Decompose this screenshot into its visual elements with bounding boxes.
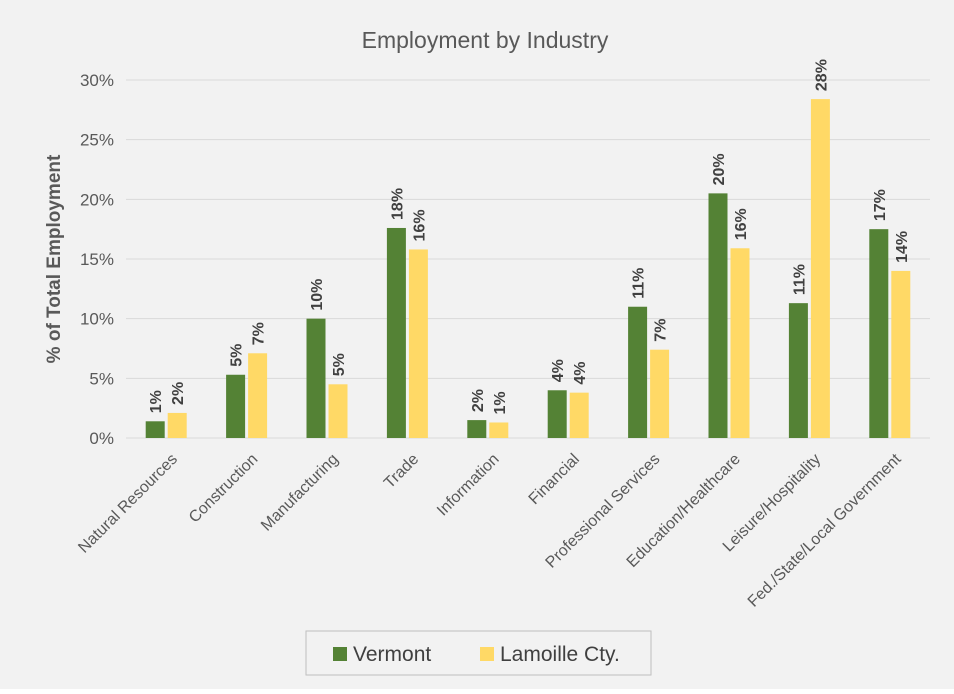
legend-label-lamoille: Lamoille Cty.	[500, 643, 620, 666]
bar	[408, 249, 428, 438]
y-tick-label: 25%	[80, 131, 114, 150]
bar	[730, 248, 750, 438]
legend: Vermont Lamoille Cty.	[305, 630, 652, 676]
bar	[306, 318, 326, 438]
y-tick-label: 0%	[89, 429, 114, 448]
y-tick-label: 15%	[80, 250, 114, 269]
data-label: 4%	[572, 362, 589, 385]
data-label: 7%	[653, 319, 670, 342]
legend-swatch-lamoille	[480, 647, 494, 661]
data-label: 16%	[411, 209, 428, 241]
y-tick-label: 20%	[80, 190, 114, 209]
data-label: 16%	[733, 208, 750, 240]
chart-title: Employment by Industry	[362, 27, 609, 53]
bars	[145, 99, 911, 439]
legend-box	[305, 630, 652, 676]
bar	[810, 99, 830, 439]
y-tick-label: 30%	[80, 71, 114, 90]
data-labels: 1% 2%5%7%10%5%18%16%2% 1%4% 4%11%7%20%16%11…	[148, 59, 911, 414]
data-label: 11%	[631, 268, 648, 299]
bar	[145, 421, 165, 438]
bar	[328, 384, 348, 438]
bar	[467, 420, 487, 438]
bar	[226, 374, 246, 438]
data-label: 20%	[711, 153, 728, 185]
y-axis-title: % of Total Employment	[44, 154, 65, 363]
data-label: 1%	[148, 390, 165, 413]
bar	[569, 392, 589, 438]
y-tick-label: 10%	[80, 310, 114, 329]
data-label: 4%	[550, 359, 567, 382]
bar	[708, 193, 728, 438]
data-label: 2%	[470, 389, 487, 412]
legend-swatch-vermont	[333, 647, 347, 661]
data-label: 2%	[170, 382, 187, 405]
bar	[386, 227, 406, 438]
data-label: 28%	[813, 59, 830, 91]
bar	[547, 390, 567, 438]
bar	[869, 229, 889, 438]
y-axis-ticks: 0% 5% 10% 15% 20% 25% 30%	[80, 71, 114, 448]
bar	[248, 353, 268, 438]
data-label: 17%	[872, 189, 889, 221]
data-label: 1%	[492, 391, 509, 414]
bar	[489, 422, 509, 438]
data-label: 5%	[331, 353, 348, 376]
bar	[628, 306, 648, 438]
data-label: 11%	[791, 264, 808, 295]
legend-label-vermont: Vermont	[353, 643, 431, 666]
bar	[788, 303, 808, 438]
data-label: 10%	[309, 279, 326, 311]
data-label: 5%	[229, 344, 246, 367]
y-tick-label: 5%	[89, 369, 114, 388]
data-label: 18%	[389, 188, 406, 220]
bar	[650, 349, 670, 438]
data-label: 14%	[894, 231, 911, 263]
bar	[167, 412, 187, 438]
data-label: 7%	[251, 322, 268, 345]
bar	[891, 270, 911, 438]
